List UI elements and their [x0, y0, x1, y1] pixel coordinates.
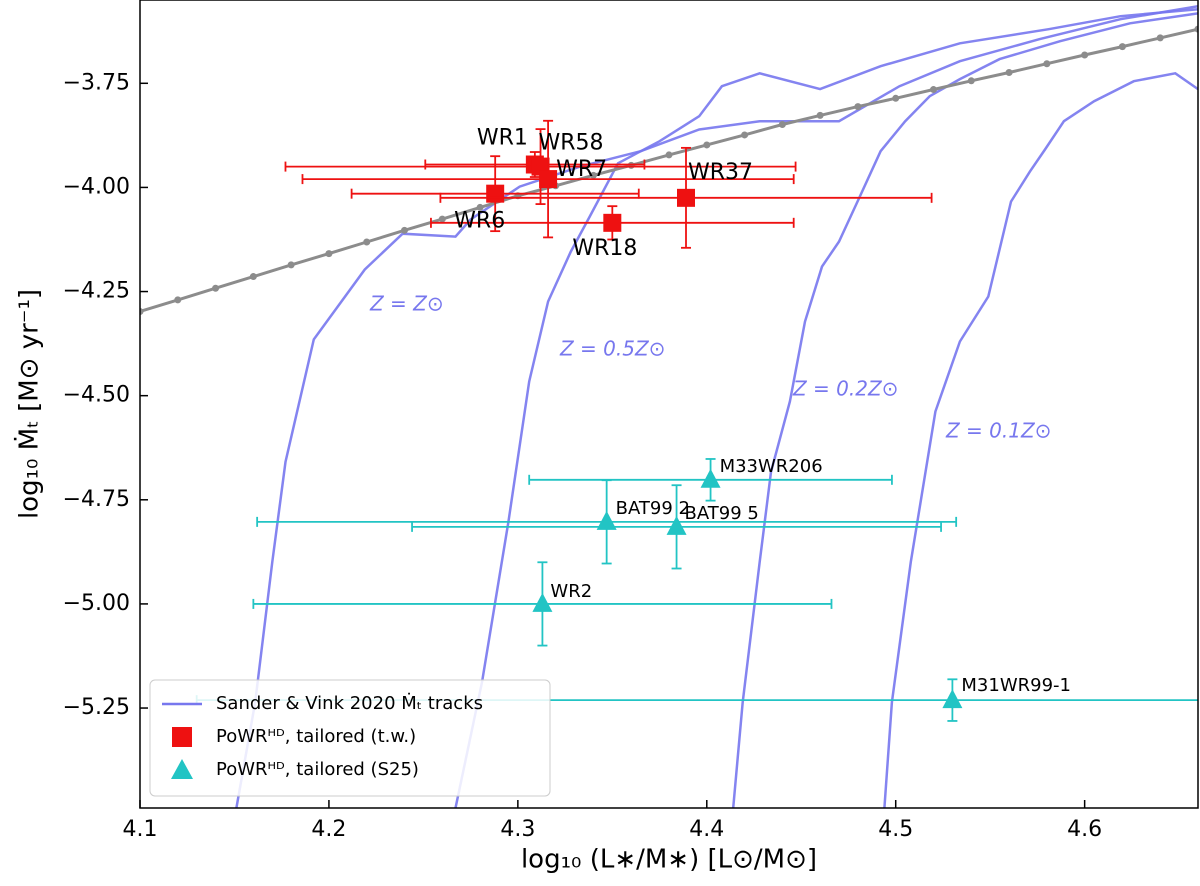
line-marker [363, 238, 370, 245]
point-label: WR2 [550, 581, 592, 602]
line-marker [212, 285, 219, 292]
legend-label: Sander & Vink 2020 Ṁₜ tracks [216, 693, 483, 714]
reference-line [140, 29, 1198, 311]
line-marker [1043, 60, 1050, 67]
point-label: WR18 [572, 236, 637, 261]
legend-label: PoWRᴴᴰ, tailored (t.w.) [216, 726, 416, 747]
data-point [486, 185, 504, 203]
line-marker [1119, 43, 1126, 50]
y-tick-label: −4.00 [63, 174, 130, 199]
data-point [701, 469, 721, 488]
line-marker [703, 141, 710, 148]
y-tick-label: −3.75 [63, 70, 130, 95]
track-label: Z = 0.2Z⊙ [792, 377, 898, 401]
data-point [677, 189, 695, 207]
line-marker [666, 151, 673, 158]
track-label: Z = 0.5Z⊙ [559, 337, 665, 361]
y-tick-label: −5.25 [63, 695, 130, 720]
track-label: Z = Z⊙ [369, 292, 444, 316]
y-tick-label: −4.75 [63, 487, 130, 512]
x-tick-label: 4.3 [500, 817, 535, 842]
line-marker [325, 250, 332, 257]
track-line [456, 9, 1199, 808]
point-label: M33WR206 [720, 456, 823, 477]
point-label: BAT99 2 [616, 498, 690, 519]
x-axis-title: log₁₀ (L∗/M∗) [L⊙/M⊙] [521, 845, 817, 875]
data-point [539, 170, 557, 188]
legend-marker [172, 727, 192, 747]
y-tick-label: −4.50 [63, 383, 130, 408]
line-marker [930, 86, 937, 93]
point-label: BAT99 5 [685, 503, 759, 524]
x-tick-label: 4.4 [689, 817, 724, 842]
x-tick-label: 4.2 [311, 817, 346, 842]
line-marker [439, 216, 446, 223]
data-point [532, 593, 552, 612]
point-label: WR1 [477, 126, 528, 151]
line-marker [288, 261, 295, 268]
legend-label: PoWRᴴᴰ, tailored (S25) [216, 759, 419, 780]
line-marker [174, 296, 181, 303]
line-marker [854, 103, 861, 110]
line-marker [968, 77, 975, 84]
x-tick-label: 4.6 [1067, 817, 1102, 842]
point-label: WR58 [539, 131, 604, 156]
x-tick-label: 4.1 [123, 817, 158, 842]
y-tick-label: −4.25 [63, 279, 130, 304]
line-marker [250, 273, 257, 280]
track-label: Z = 0.1Z⊙ [945, 419, 1051, 443]
data-point [603, 214, 621, 232]
line-marker [1006, 69, 1013, 76]
point-label: M31WR99-1 [961, 675, 1071, 696]
line-marker [1157, 34, 1164, 41]
y-axis-title: log₁₀ Ṁₜ [M⊙ yr⁻¹] [13, 289, 45, 519]
point-label: WR37 [688, 160, 753, 185]
line-marker [1081, 51, 1088, 58]
line-marker [817, 112, 824, 119]
x-tick-label: 4.5 [878, 817, 913, 842]
y-tick-label: −5.00 [63, 591, 130, 616]
point-label: WR6 [454, 209, 505, 234]
line-marker [892, 95, 899, 102]
line-marker [741, 131, 748, 138]
line-marker [779, 121, 786, 128]
line-marker [401, 227, 408, 234]
data-point [942, 689, 962, 708]
point-label: WR7 [556, 157, 607, 182]
